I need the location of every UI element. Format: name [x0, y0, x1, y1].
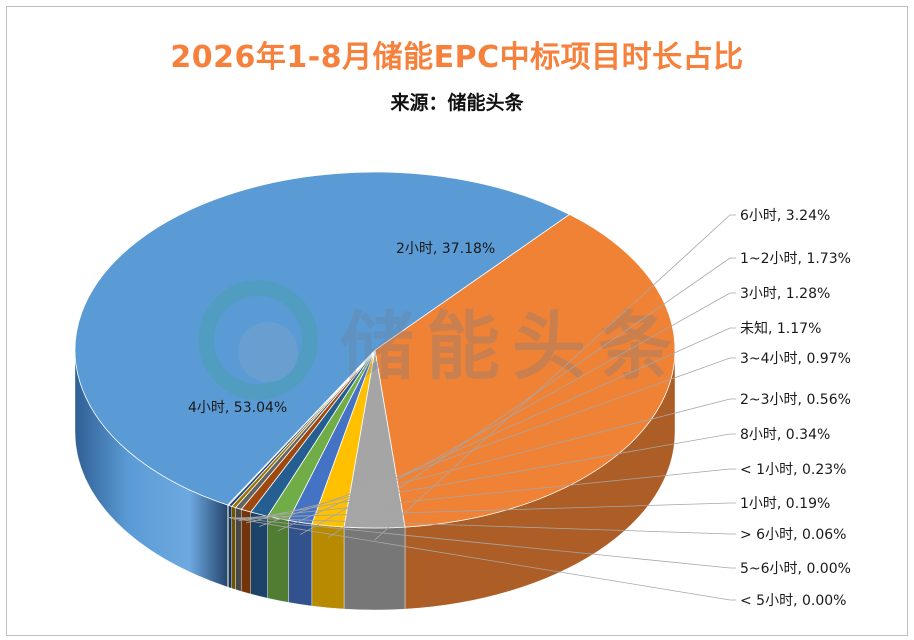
pie-slice-2[interactable] [374, 213, 676, 528]
pie-side-6 [343, 526, 406, 611]
pie-slice-4[interactable] [74, 171, 571, 506]
leader-line-1-2 [327, 257, 736, 539]
slice-label-3-4: 3~4小时, 0.97% [740, 351, 851, 367]
leader-line-3 [299, 292, 736, 536]
slice-label-2-3: 2~3小时, 0.56% [740, 392, 851, 408]
slice-label-x: 未知, 1.17% [740, 320, 821, 337]
label-leader-lines [227, 214, 736, 601]
slice-label-1: < 1小时, 0.23% [740, 462, 846, 478]
pie-side-3-4 [250, 511, 268, 599]
leader-line-5-6 [227, 516, 736, 569]
slice-label-5-6: 5~6小时, 0.00% [740, 561, 851, 577]
slice-label-6: 6小时, 3.24% [740, 208, 830, 224]
slice-label-6: > 6小时, 0.06% [740, 527, 846, 543]
chart-title: 2026年1-8月储能EPC中标项目时长占比 [170, 40, 744, 75]
leader-line-2-3 [245, 398, 736, 524]
leader-line-1 [233, 468, 736, 520]
slice-labels: 2小时, 37.18% 6小时, 3.24% 1~2小时, 1.73% 3小时, 1.… [188, 208, 851, 609]
leader-line-6 [374, 214, 736, 541]
pie-side-x [267, 515, 289, 603]
slice-label-5: < 5小时, 0.00% [740, 593, 846, 609]
leader-line-x [277, 327, 736, 532]
watermark-text: 储能头条 [340, 304, 684, 390]
slice-label-8: 8小时, 0.34% [740, 427, 830, 443]
pie-side-1-2 [311, 523, 345, 610]
pie-sides [74, 349, 676, 611]
pie-slices [74, 171, 676, 529]
slice-label-3: 3小时, 1.28% [740, 286, 830, 302]
leader-line-6 [228, 517, 736, 535]
slice-label-2: 2小时, 37.18% [396, 241, 495, 257]
slice-label-1: 1小时, 0.19% [740, 496, 830, 512]
leader-line-5 [227, 516, 736, 601]
leader-line-8 [238, 433, 736, 522]
leader-line-1 [230, 502, 736, 519]
watermark-logo-icon [198, 280, 318, 400]
leader-line-3-4 [258, 357, 736, 527]
slice-label-1-2: 1~2小时, 1.73% [740, 251, 851, 267]
chart-subtitle: 来源：储能头条 [390, 92, 524, 114]
slice-label-4: 4小时, 53.04% [188, 400, 287, 416]
watermark-logo-inner-icon [238, 322, 298, 382]
pie-side-3 [288, 520, 313, 607]
